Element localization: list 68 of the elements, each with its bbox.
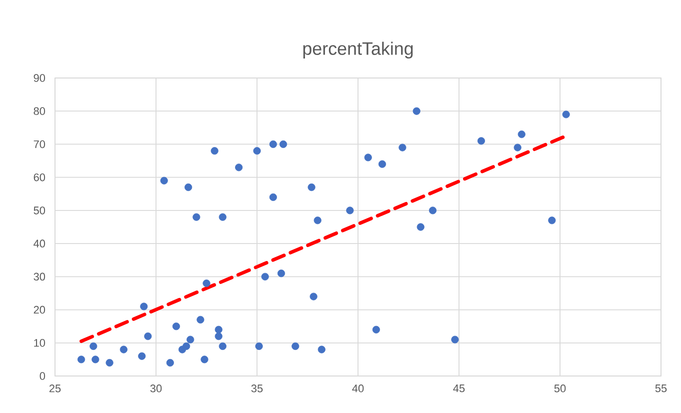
- point: [416, 223, 424, 231]
- point: [92, 356, 100, 364]
- point: [172, 322, 180, 330]
- point: [235, 164, 243, 172]
- point: [269, 193, 277, 201]
- point: [318, 346, 326, 354]
- point: [120, 346, 128, 354]
- point: [214, 332, 222, 340]
- point: [308, 183, 316, 192]
- y-tick-label: 0: [40, 372, 46, 380]
- x-tick-label: 30: [150, 384, 162, 392]
- y-tick-label: 30: [34, 272, 46, 281]
- y-tick-label: 60: [34, 173, 46, 182]
- point: [269, 140, 277, 148]
- point: [451, 336, 459, 344]
- point: [106, 358, 114, 367]
- x-tick-label: 55: [655, 384, 667, 392]
- point: [186, 336, 194, 344]
- point: [184, 183, 192, 192]
- point: [428, 206, 437, 214]
- point: [412, 107, 420, 115]
- y-tick-label: 80: [34, 107, 46, 115]
- point: [255, 342, 263, 350]
- point: [90, 342, 98, 350]
- x-tick-label: 40: [352, 384, 364, 392]
- point: [314, 216, 322, 224]
- x-tick-label: 50: [554, 384, 566, 392]
- x-tick-label: 45: [453, 384, 465, 392]
- point: [214, 326, 222, 334]
- point: [346, 206, 354, 214]
- y-tick-label: 20: [34, 306, 46, 314]
- x-tick-label: 35: [251, 384, 263, 392]
- point: [548, 216, 556, 224]
- point: [210, 147, 218, 155]
- point: [477, 137, 486, 145]
- y-tick-label: 90: [34, 74, 46, 82]
- point: [562, 110, 570, 118]
- point: [310, 292, 318, 300]
- point: [378, 160, 386, 168]
- point: [166, 358, 174, 367]
- point: [218, 342, 226, 350]
- y-tick-label: 10: [34, 339, 46, 347]
- point: [160, 176, 168, 184]
- point: [144, 332, 152, 340]
- point: [192, 213, 200, 221]
- point: [200, 356, 208, 364]
- chart-title: percentTaking: [303, 42, 413, 58]
- y-tick-label: 70: [34, 140, 46, 148]
- point: [372, 326, 380, 334]
- point: [138, 352, 146, 360]
- point: [261, 272, 269, 280]
- point: [364, 154, 372, 162]
- point: [218, 213, 226, 221]
- point: [196, 316, 204, 324]
- point: [514, 144, 522, 152]
- point: [202, 280, 210, 288]
- point: [518, 130, 526, 138]
- point: [398, 144, 406, 152]
- point: [292, 342, 300, 350]
- point: [140, 302, 148, 310]
- y-tick-label: 50: [34, 206, 46, 214]
- y-tick-label: 40: [34, 240, 46, 248]
- point: [279, 140, 288, 148]
- x-tick-label: 25: [49, 384, 61, 392]
- point: [253, 147, 261, 155]
- point: [182, 342, 190, 350]
- point: [77, 356, 86, 364]
- point: [277, 270, 286, 278]
